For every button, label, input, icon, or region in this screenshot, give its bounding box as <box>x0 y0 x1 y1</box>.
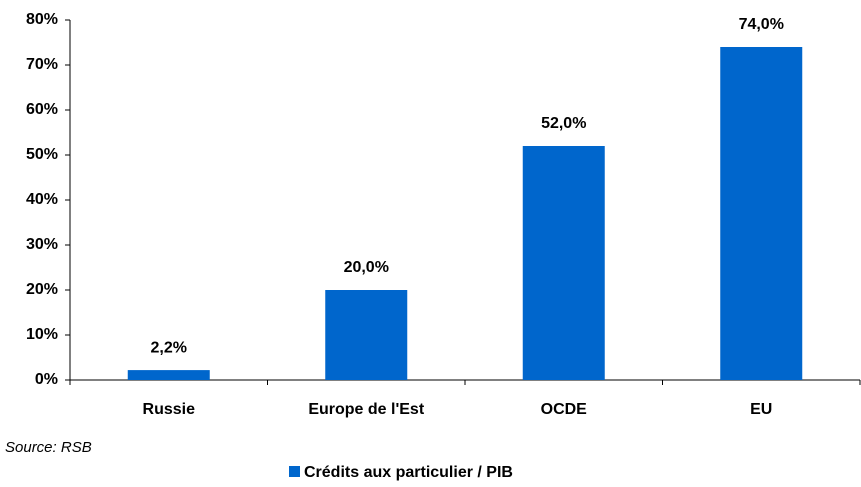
data-label: 52,0% <box>541 115 586 132</box>
legend-label: Crédits aux particulier / PIB <box>304 464 513 481</box>
y-tick-label: 30% <box>26 236 58 253</box>
y-tick-label: 10% <box>26 326 58 343</box>
data-label: 2,2% <box>151 339 187 356</box>
y-tick-label: 20% <box>26 281 58 298</box>
x-tick-label: EU <box>750 401 772 418</box>
legend-swatch <box>289 466 300 477</box>
bar <box>127 370 210 380</box>
y-tick-label: 0% <box>35 371 58 388</box>
x-tick-label: Russie <box>143 401 196 418</box>
y-tick-label: 60% <box>26 101 58 118</box>
bar <box>522 146 605 380</box>
x-tick-label: Europe de l'Est <box>308 401 425 418</box>
data-label: 74,0% <box>739 16 784 33</box>
data-label: 20,0% <box>344 259 389 276</box>
bar <box>720 47 803 380</box>
y-tick-label: 70% <box>26 56 58 73</box>
bar <box>325 290 408 380</box>
y-tick-label: 40% <box>26 191 58 208</box>
annotation: Source: RSB <box>5 439 92 456</box>
y-tick-label: 50% <box>26 146 58 163</box>
y-tick-label: 80% <box>26 11 58 28</box>
x-tick-label: OCDE <box>541 401 588 418</box>
